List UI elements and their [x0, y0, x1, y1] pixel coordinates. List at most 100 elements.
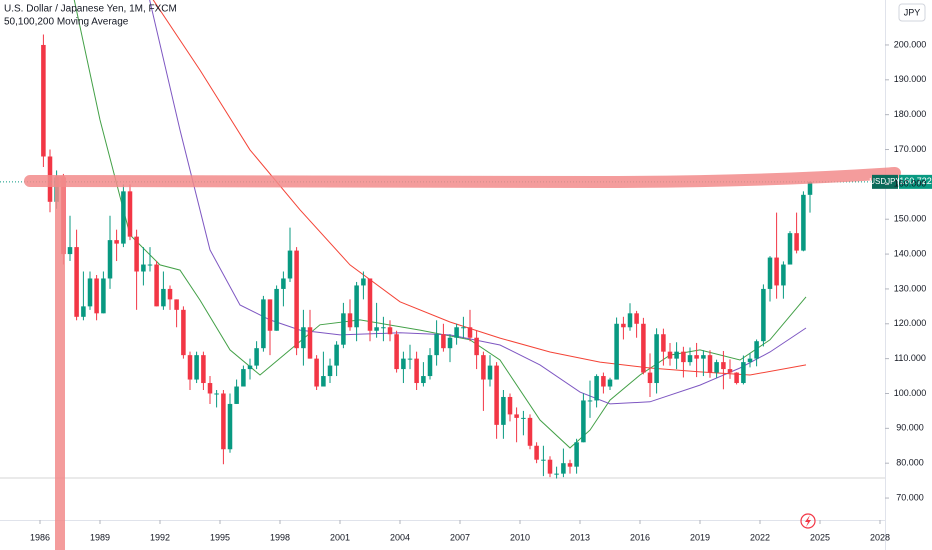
chart-subtitle: 50,100,200 Moving Average — [4, 17, 129, 28]
y-tick-label: 70.000 — [896, 492, 924, 502]
y-tick-label: 160.000 — [894, 179, 927, 189]
candle-body — [741, 362, 746, 384]
y-tick-label: 100.000 — [894, 388, 927, 398]
candle-body — [194, 355, 199, 380]
candle-body — [161, 288, 166, 307]
candle-body — [414, 358, 419, 384]
x-tick-label: 2010 — [510, 532, 530, 542]
candle-body — [754, 341, 759, 359]
candle-body — [721, 362, 726, 370]
candle-body — [801, 194, 806, 251]
candle-body — [41, 44, 46, 157]
candle-body — [561, 463, 566, 474]
x-tick-label: 1986 — [30, 532, 50, 542]
candle-body — [761, 288, 766, 342]
candle-body — [621, 323, 626, 328]
currency-box[interactable] — [898, 3, 926, 22]
candle-body — [234, 386, 239, 404]
y-tick-label: 200.000 — [894, 39, 927, 49]
candle-body — [381, 327, 386, 329]
candle-body — [101, 278, 106, 314]
candle-body — [294, 250, 299, 349]
candle-body — [474, 337, 479, 356]
candle-body — [174, 299, 179, 310]
candle-body — [461, 327, 466, 329]
candle-body — [201, 355, 206, 384]
candle-body — [341, 313, 346, 345]
candle-body — [154, 264, 159, 307]
candle-body — [421, 376, 426, 384]
highlight-band — [55, 176, 65, 550]
candle-body — [581, 400, 586, 443]
x-tick-label: 2019 — [690, 532, 710, 542]
candle-body — [321, 376, 326, 387]
candle-body — [541, 459, 546, 461]
y-tick-label: 140.000 — [894, 248, 927, 258]
y-tick-label: 180.000 — [894, 109, 927, 119]
candle-body — [407, 358, 413, 360]
candle-body — [454, 327, 459, 338]
x-tick-label: 2025 — [810, 532, 830, 542]
candle-body — [767, 257, 773, 289]
candle-body — [607, 379, 613, 387]
candle-body — [114, 240, 119, 244]
candle-body — [361, 278, 366, 286]
icon — [800, 513, 816, 529]
y-tick-label: 80.000 — [896, 458, 924, 468]
x-tick-label: 2001 — [330, 532, 350, 542]
candle-body — [247, 365, 253, 370]
candle-body — [714, 362, 719, 373]
candle-body — [214, 393, 219, 395]
x-tick-label: 2016 — [630, 532, 650, 542]
candle-body — [374, 327, 379, 331]
candle-body — [647, 372, 653, 384]
candle-body — [141, 264, 146, 272]
candle-body — [514, 414, 519, 418]
price-box — [899, 174, 932, 189]
candle-body — [634, 313, 639, 324]
currency[interactable]: JPY — [904, 7, 921, 17]
candle-body — [481, 355, 486, 380]
candle-body — [134, 236, 139, 272]
symbol-box — [872, 174, 898, 189]
candle-body — [347, 313, 353, 328]
x-tick-label: 1989 — [90, 532, 110, 542]
price-label: 160.722 — [899, 176, 932, 186]
y-tick-label: 190.000 — [894, 74, 927, 84]
candle-body — [127, 191, 133, 237]
candle-body — [787, 233, 793, 265]
candle-body — [774, 257, 779, 286]
candle-body — [547, 459, 553, 474]
candle-body — [254, 348, 259, 366]
candle-body — [367, 278, 373, 331]
x-tick-label: 1995 — [210, 532, 230, 542]
y-tick-label: 90.000 — [896, 423, 924, 433]
candle-body — [334, 344, 339, 366]
candle-body — [694, 355, 699, 359]
candle-body — [507, 396, 513, 415]
candle-body — [794, 233, 799, 251]
candle-body — [267, 299, 273, 331]
x-tick-label: 2004 — [390, 532, 410, 542]
candle-body — [287, 250, 293, 279]
chart-title: U.S. Dollar / Japanese Yen, 1M, FXCM — [4, 4, 177, 15]
candle-body — [387, 327, 393, 335]
candle-body — [727, 369, 733, 373]
candle-body — [681, 351, 686, 363]
candle-body — [667, 351, 673, 359]
candle-body — [427, 355, 433, 377]
candle-body — [567, 463, 573, 467]
candle-body — [434, 334, 439, 356]
candle-body — [781, 264, 786, 286]
candle-body — [674, 351, 679, 359]
candle-body — [654, 334, 659, 384]
candle-body — [274, 288, 279, 331]
candle-body — [227, 403, 233, 450]
candle-body — [261, 299, 266, 349]
candle-body — [494, 365, 499, 425]
x-tick-label: 2007 — [450, 532, 470, 542]
candle-body — [614, 323, 619, 380]
candle-body — [241, 369, 246, 387]
